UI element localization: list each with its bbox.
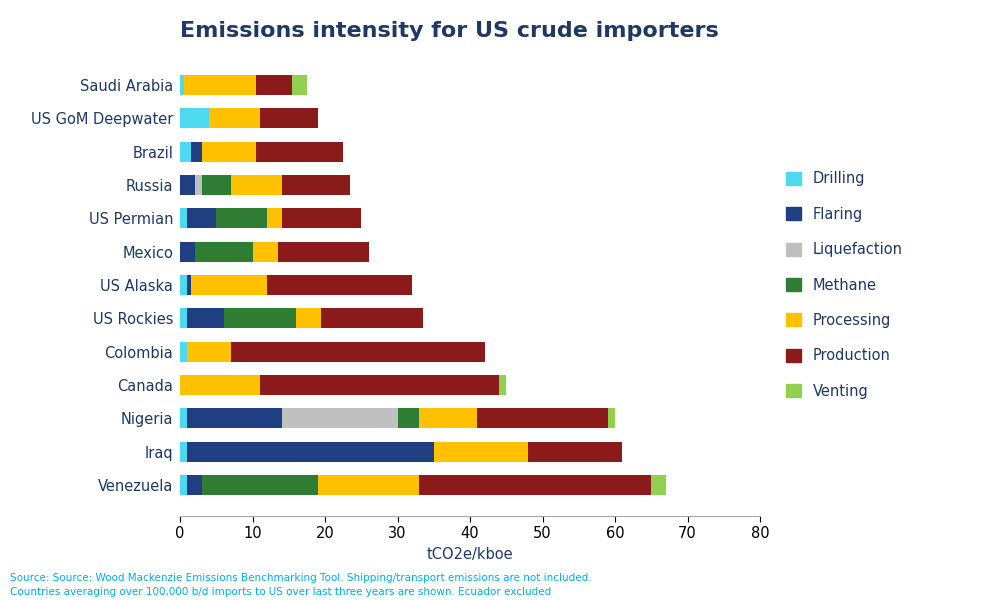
Bar xyxy=(209,109,260,128)
Bar xyxy=(282,175,350,195)
Bar xyxy=(180,175,194,195)
Bar xyxy=(187,475,202,495)
Bar xyxy=(187,442,434,461)
Bar xyxy=(398,409,419,428)
Bar xyxy=(267,275,412,295)
Bar xyxy=(180,409,187,428)
Bar xyxy=(187,341,231,362)
Bar xyxy=(180,208,187,229)
Bar xyxy=(187,208,216,229)
Bar xyxy=(184,75,256,95)
Bar xyxy=(180,142,191,161)
Bar xyxy=(260,375,499,395)
Bar xyxy=(187,409,282,428)
Bar xyxy=(194,175,202,195)
Bar xyxy=(477,409,608,428)
Bar xyxy=(180,75,184,95)
Bar xyxy=(278,242,368,262)
Bar xyxy=(651,475,666,495)
Bar xyxy=(180,341,187,362)
Bar xyxy=(252,242,278,262)
Bar xyxy=(419,409,477,428)
Bar xyxy=(180,442,187,461)
Bar xyxy=(231,341,484,362)
Bar xyxy=(528,442,622,461)
Bar xyxy=(224,308,296,328)
Bar xyxy=(292,75,307,95)
Bar xyxy=(180,375,260,395)
Bar xyxy=(180,109,209,128)
Bar xyxy=(434,442,528,461)
Text: Source: Source: Wood Mackenzie Emissions Benchmarking Tool. Shipping/transport e: Source: Source: Wood Mackenzie Emissions… xyxy=(10,573,592,597)
Bar xyxy=(187,308,224,328)
Bar xyxy=(191,142,202,161)
Bar xyxy=(202,475,318,495)
Bar xyxy=(194,242,252,262)
Bar xyxy=(231,175,282,195)
Bar xyxy=(180,308,187,328)
Bar xyxy=(499,375,506,395)
Bar xyxy=(180,275,187,295)
Bar xyxy=(202,142,256,161)
Bar xyxy=(187,275,191,295)
Bar xyxy=(419,475,651,495)
Legend: Drilling, Flaring, Liquefaction, Methane, Processing, Production, Venting: Drilling, Flaring, Liquefaction, Methane… xyxy=(779,164,910,406)
Bar xyxy=(321,308,423,328)
Bar xyxy=(191,275,267,295)
Bar xyxy=(282,208,361,229)
Bar xyxy=(318,475,419,495)
Bar xyxy=(256,75,292,95)
Bar xyxy=(282,409,398,428)
Bar xyxy=(202,175,231,195)
Text: Emissions intensity for US crude importers: Emissions intensity for US crude importe… xyxy=(180,22,719,41)
Bar xyxy=(267,208,282,229)
Bar xyxy=(216,208,267,229)
Bar xyxy=(256,142,343,161)
Bar xyxy=(296,308,321,328)
Bar xyxy=(260,109,318,128)
Bar xyxy=(608,409,615,428)
Bar xyxy=(180,242,194,262)
Bar xyxy=(180,475,187,495)
X-axis label: tCO2e/kboe: tCO2e/kboe xyxy=(427,547,513,562)
